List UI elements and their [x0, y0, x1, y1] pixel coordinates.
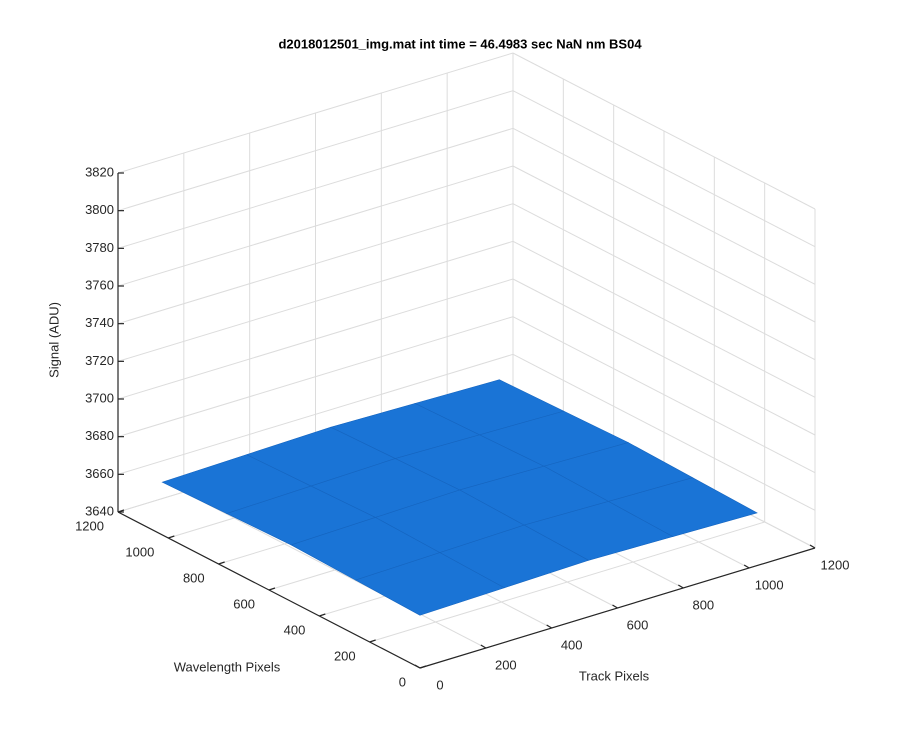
grid-line	[117, 278, 514, 400]
grid-line	[512, 316, 816, 474]
grid-line	[117, 353, 514, 475]
z-tick-label: 3640	[85, 503, 114, 518]
x-axis-label: Track Pixels	[579, 668, 650, 683]
grid-line	[512, 278, 816, 436]
y-tick	[319, 613, 326, 617]
y-tick	[218, 561, 225, 565]
y-tick	[419, 665, 427, 669]
z-tick-label: 3820	[85, 164, 114, 179]
grid-line	[117, 203, 514, 325]
grid-line	[512, 127, 816, 285]
x-tick-label: 400	[561, 637, 583, 652]
grid-line	[512, 90, 816, 248]
z-tick-label: 3760	[85, 277, 114, 292]
z-tick-label: 3720	[85, 353, 114, 368]
grid-line	[117, 240, 514, 362]
grid-line	[512, 240, 816, 398]
y-axis-label: Wavelength Pixels	[174, 659, 281, 674]
grid-line	[117, 52, 514, 174]
y-tick	[369, 639, 376, 643]
y-tick-label: 1200	[75, 518, 104, 533]
z-axis-label: Signal (ADU)	[46, 302, 61, 378]
z-tick-label: 3780	[85, 240, 114, 255]
x-tick-label: 1000	[755, 577, 784, 592]
x-tick	[414, 664, 421, 669]
y-tick	[168, 535, 175, 539]
grid-line	[512, 52, 816, 210]
x-tick	[809, 544, 816, 549]
x-tick-label: 800	[692, 597, 714, 612]
y-tick	[268, 587, 276, 591]
grid-line	[369, 521, 765, 643]
x-tick	[480, 644, 487, 649]
surface-patch	[354, 552, 506, 616]
grid-line	[512, 353, 816, 511]
x-tick-label: 600	[627, 617, 649, 632]
x-tick-label: 1200	[821, 557, 850, 572]
grid-line	[512, 165, 816, 323]
y-tick-label: 1000	[125, 544, 154, 559]
y-tick-label: 800	[183, 570, 205, 585]
x-tick-label: 0	[436, 677, 443, 692]
z-tick-label: 3680	[85, 428, 114, 443]
x-tick	[546, 624, 552, 629]
grid-line	[117, 90, 514, 212]
x-tick	[678, 584, 684, 589]
z-tick-label: 3700	[85, 390, 114, 405]
z-tick-label: 3800	[85, 202, 114, 217]
y-tick-label: 600	[233, 596, 255, 611]
y-tick-label: 200	[334, 648, 356, 663]
y-tick-label: 0	[399, 674, 406, 689]
z-tick-label: 3740	[85, 315, 114, 330]
grid-line	[117, 316, 514, 438]
chart-title: d2018012501_img.mat int time = 46.4983 s…	[278, 36, 642, 51]
z-tick-label: 3660	[85, 466, 114, 481]
y-tick-label: 400	[284, 622, 306, 637]
x-tick-label: 200	[495, 657, 517, 672]
grid-line	[117, 127, 514, 249]
x-tick	[743, 564, 750, 569]
grid-line	[117, 165, 514, 287]
grid-line	[512, 203, 816, 361]
x-tick	[612, 604, 618, 609]
